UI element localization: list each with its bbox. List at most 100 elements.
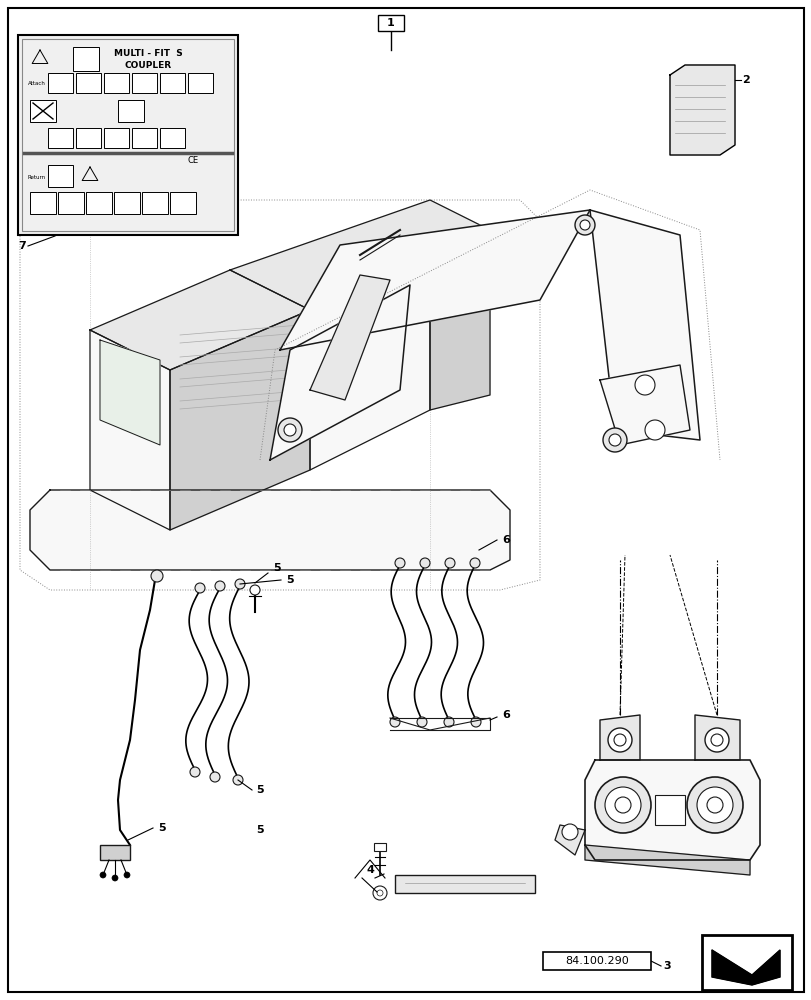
Bar xyxy=(132,73,157,93)
Circle shape xyxy=(634,375,654,395)
Bar xyxy=(118,100,144,122)
Circle shape xyxy=(607,728,631,752)
Circle shape xyxy=(233,775,242,785)
Circle shape xyxy=(190,767,200,777)
Polygon shape xyxy=(590,210,699,440)
Bar xyxy=(48,73,73,93)
Polygon shape xyxy=(270,285,410,460)
Bar xyxy=(48,165,73,187)
Polygon shape xyxy=(169,310,310,530)
Circle shape xyxy=(195,583,204,593)
Circle shape xyxy=(234,579,245,589)
Circle shape xyxy=(608,434,620,446)
Bar xyxy=(48,128,73,148)
Bar xyxy=(374,843,385,851)
Bar xyxy=(654,795,684,825)
Polygon shape xyxy=(310,275,389,400)
Bar xyxy=(160,128,185,148)
Bar xyxy=(160,73,185,93)
Circle shape xyxy=(372,886,387,900)
Bar xyxy=(104,128,129,148)
Circle shape xyxy=(604,787,640,823)
Circle shape xyxy=(394,558,405,568)
Circle shape xyxy=(277,418,302,442)
Text: 7: 7 xyxy=(18,241,26,251)
Circle shape xyxy=(215,581,225,591)
Bar xyxy=(378,15,404,31)
Circle shape xyxy=(696,787,732,823)
Text: 5: 5 xyxy=(158,823,165,833)
Bar xyxy=(104,73,129,93)
Circle shape xyxy=(686,777,742,833)
Polygon shape xyxy=(230,200,489,310)
Polygon shape xyxy=(599,715,639,760)
Bar xyxy=(142,192,168,214)
Circle shape xyxy=(112,875,118,881)
Circle shape xyxy=(470,558,479,568)
Circle shape xyxy=(444,717,453,727)
Text: 84.100.290: 84.100.290 xyxy=(564,956,628,966)
Circle shape xyxy=(704,728,728,752)
Polygon shape xyxy=(310,260,430,470)
Bar xyxy=(702,935,791,990)
Bar xyxy=(30,100,56,122)
Text: Attach: Attach xyxy=(28,81,45,86)
Text: 1: 1 xyxy=(387,18,394,28)
Polygon shape xyxy=(584,760,759,860)
Polygon shape xyxy=(90,270,310,370)
Circle shape xyxy=(100,872,106,878)
Polygon shape xyxy=(694,715,739,760)
Text: COUPLER: COUPLER xyxy=(124,61,171,70)
Text: MULTI - FIT  S: MULTI - FIT S xyxy=(114,49,182,58)
Polygon shape xyxy=(599,365,689,445)
Circle shape xyxy=(210,772,220,782)
Text: Return: Return xyxy=(28,175,46,180)
Bar xyxy=(132,128,157,148)
Bar xyxy=(394,875,534,893)
Polygon shape xyxy=(280,210,590,350)
Circle shape xyxy=(444,558,454,568)
Text: 5: 5 xyxy=(256,825,264,835)
Bar xyxy=(114,192,139,214)
Polygon shape xyxy=(90,330,169,530)
Circle shape xyxy=(250,585,260,595)
Bar xyxy=(18,35,238,235)
Circle shape xyxy=(151,570,163,582)
Circle shape xyxy=(124,872,130,878)
Bar xyxy=(58,192,84,214)
Circle shape xyxy=(603,428,626,452)
Circle shape xyxy=(561,824,577,840)
Bar xyxy=(76,128,101,148)
Text: 6: 6 xyxy=(501,535,509,545)
Circle shape xyxy=(284,424,296,436)
Bar xyxy=(543,952,650,970)
Bar xyxy=(169,192,195,214)
Circle shape xyxy=(417,717,427,727)
Text: 4: 4 xyxy=(366,865,374,875)
Circle shape xyxy=(419,558,430,568)
Bar xyxy=(100,845,130,860)
Polygon shape xyxy=(100,340,160,445)
Text: 2: 2 xyxy=(741,75,749,85)
Bar xyxy=(86,192,112,214)
Polygon shape xyxy=(30,490,509,570)
Text: CE: CE xyxy=(187,156,199,165)
Text: 3: 3 xyxy=(663,961,670,971)
Polygon shape xyxy=(711,950,779,985)
Text: 5: 5 xyxy=(285,575,294,585)
Circle shape xyxy=(644,420,664,440)
Circle shape xyxy=(574,215,594,235)
Circle shape xyxy=(594,777,650,833)
Bar xyxy=(30,192,56,214)
Polygon shape xyxy=(554,825,584,855)
Text: 6: 6 xyxy=(501,710,509,720)
Text: 5: 5 xyxy=(256,785,264,795)
Circle shape xyxy=(470,717,480,727)
Bar xyxy=(76,73,101,93)
Circle shape xyxy=(579,220,590,230)
Text: 5: 5 xyxy=(272,563,281,573)
Polygon shape xyxy=(584,845,749,875)
Bar xyxy=(188,73,212,93)
Polygon shape xyxy=(669,65,734,155)
Polygon shape xyxy=(430,230,489,410)
